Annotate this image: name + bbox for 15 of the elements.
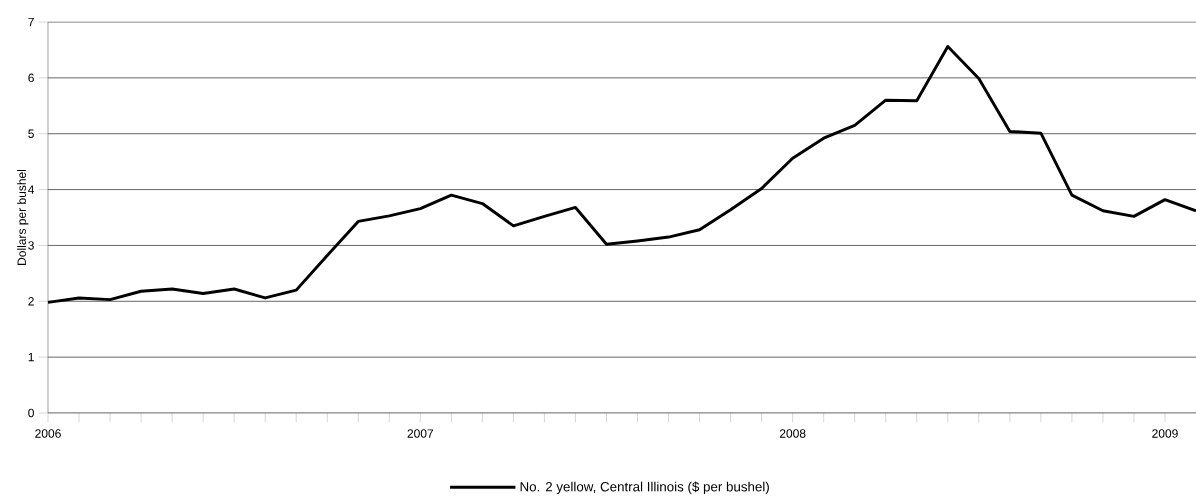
y-tick-label: 7 <box>28 17 34 27</box>
y-axis-title: Dollars per bushel <box>17 169 29 265</box>
y-tick-label: 6 <box>28 73 34 83</box>
line-series <box>48 45 1196 304</box>
x-tick-label: 2006 <box>35 429 61 438</box>
legend-label: No. 2 yellow, Central Illinois ($ per bushel) <box>520 481 769 495</box>
x-tick-label: 2008 <box>779 429 806 438</box>
y-tick-label: 4 <box>28 185 35 194</box>
x-tick-label: 2007 <box>407 429 434 438</box>
y-tick-label: 3 <box>28 241 34 250</box>
x-tick-label: 2009 <box>1152 429 1178 438</box>
y-tick-label: 5 <box>28 129 34 138</box>
y-tick-label: 0 <box>28 408 34 418</box>
y-tick-label: 2 <box>28 297 34 306</box>
y-tick-label: 1 <box>28 353 34 362</box>
